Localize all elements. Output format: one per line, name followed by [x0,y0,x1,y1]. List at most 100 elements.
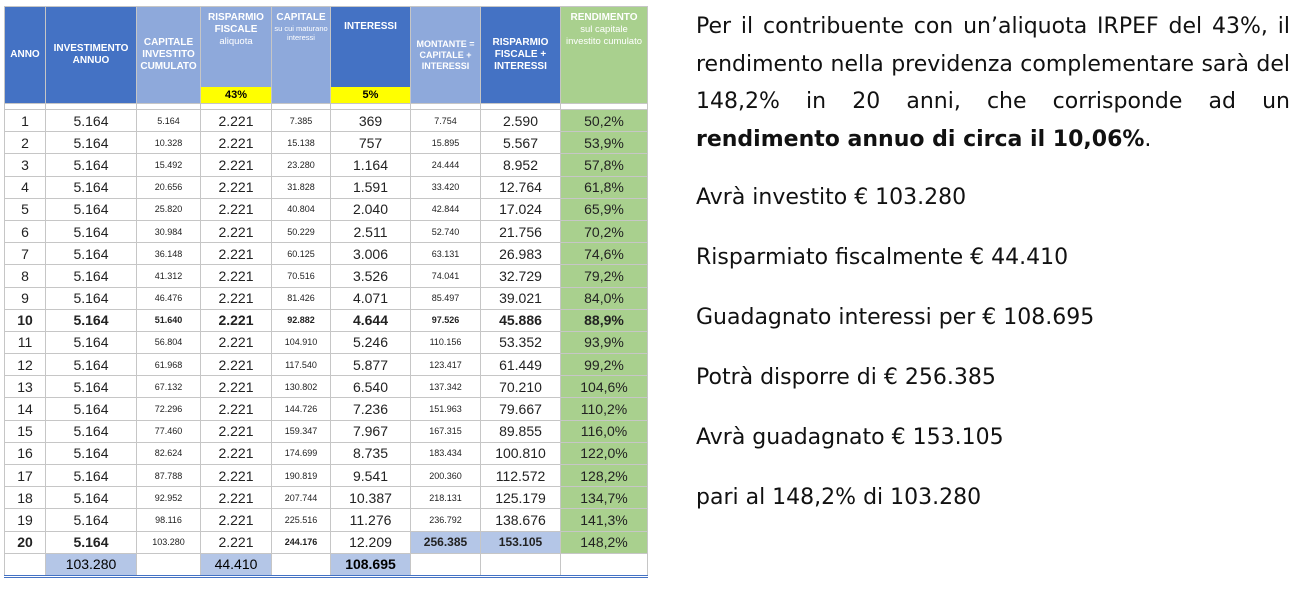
header-interessi: INTERESSI 5% [330,6,411,104]
cell-risparmio-interessi: 21.756 [480,219,561,244]
returns-table: ANNO INVESTIMENTO ANNUO CAPITALE INVESTI… [4,6,648,578]
header-risparmio-fiscale: RISPARMIO FISCALE aliquota 43% [200,6,272,104]
cell-anno: 20 [4,530,46,554]
cell-investimento: 5.164 [45,530,137,554]
cell-risparmio-fiscale: 2.221 [200,286,272,310]
header-risparmio-interessi: RISPARMIO FISCALE + INTERESSI [480,6,561,104]
cell-capitale-maturano: 244.176 [271,530,331,554]
cell-interessi: 2.040 [330,197,411,221]
cell-rendimento: 88,9% [560,308,648,332]
cell-montante: 167.315 [410,419,481,443]
summary-line: Potrà disporre di € 256.385 [696,365,996,390]
cell-risparmio-interessi: 61.449 [480,353,561,377]
table-row: 16 5.164 82.624 2.221 174.699 8.735 183.434 100… [4,441,648,466]
cell-anno: 19 [4,508,46,532]
cell-capitale-maturano: 15.138 [271,131,331,155]
cell-capitale-cumulato: 46.476 [136,286,201,310]
table-row: 10 5.164 51.640 2.221 92.882 4.644 97.526 45.88… [4,308,648,332]
cell-capitale-cumulato: 72.296 [136,397,201,421]
cell-anno: 3 [4,153,46,177]
cell-risparmio-interessi: 53.352 [480,330,561,355]
table-row: 17 5.164 87.788 2.221 190.819 9.541 200.360 112… [4,463,648,488]
cell-capitale-cumulato: 92.952 [136,486,201,510]
cell-anno: 2 [4,131,46,155]
cell-rendimento: 134,7% [560,486,648,510]
interest-rate-cell: 5% [331,87,410,103]
cell-investimento: 5.164 [45,353,137,377]
summary-line: Avrà investito € 103.280 [696,185,967,210]
cell-capitale-maturano: 190.819 [271,463,331,488]
cell-risparmio-interessi: 17.024 [480,197,561,221]
cell-capitale-cumulato: 98.116 [136,508,201,532]
cell-investimento: 5.164 [45,219,137,244]
cell-capitale-cumulato: 30.984 [136,219,201,244]
cell-capitale-maturano: 130.802 [271,375,331,399]
cell-rendimento: 148,2% [560,530,648,554]
table-row: 7 5.164 36.148 2.221 60.125 3.006 63.131 26.983… [4,242,648,266]
cell-anno: 11 [4,330,46,355]
cell-risparmio-interessi: 39.021 [480,286,561,310]
cell-interessi: 7.967 [330,419,411,443]
cell-montante: 24.444 [410,153,481,177]
cell-montante: 97.526 [410,308,481,332]
cell-risparmio-interessi: 89.855 [480,419,561,443]
cell-rendimento: 99,2% [560,353,648,377]
cell-risparmio-interessi: 100.810 [480,441,561,466]
cell-capitale-maturano: 144.726 [271,397,331,421]
cell-interessi: 5.246 [330,330,411,355]
cell-interessi: 5.877 [330,353,411,377]
cell-rendimento: 79,2% [560,264,648,288]
header-anno: ANNO [4,6,46,104]
header-interessi-title: INTERESSI [344,21,397,32]
cell-rendimento: 53,9% [560,131,648,155]
cell-capitale-cumulato: 20.656 [136,175,201,199]
table-row: 18 5.164 92.952 2.221 207.744 10.387 218.131 12… [4,486,648,510]
cell-investimento: 5.164 [45,242,137,266]
header-montante: MONTANTE = CAPITALE + INTERESSI [410,6,481,104]
cell-rendimento: 128,2% [560,463,648,488]
cell-anno: 15 [4,419,46,443]
cell-anno: 1 [4,108,46,133]
cell-montante: 52.740 [410,219,481,244]
table-row: 8 5.164 41.312 2.221 70.516 3.526 74.041 32.729… [4,264,648,288]
cell-capitale-cumulato: 67.132 [136,375,201,399]
header-rendimento-title: RENDIMENTO [570,12,638,23]
cell-interessi: 8.735 [330,441,411,466]
cell-risparmio-fiscale: 2.221 [200,463,272,488]
cell-montante: 85.497 [410,286,481,310]
header-row: ANNO INVESTIMENTO ANNUO CAPITALE INVESTI… [4,6,648,104]
cell-capitale-maturano: 159.347 [271,419,331,443]
cell-capitale-maturano: 117.540 [271,353,331,377]
cell-investimento: 5.164 [45,486,137,510]
cell-investimento: 5.164 [45,131,137,155]
cell-capitale-maturano: 81.426 [271,286,331,310]
cell-montante: 7.754 [410,108,481,133]
cell-capitale-cumulato: 36.148 [136,242,201,266]
cell-capitale-cumulato: 51.640 [136,308,201,332]
cell-interessi: 757 [330,131,411,155]
cell-risparmio-interessi: 125.179 [480,486,561,510]
cell-risparmio-interessi: 112.572 [480,463,561,488]
cell-risparmio-interessi: 8.952 [480,153,561,177]
cell-risparmio-interessi: 32.729 [480,264,561,288]
table-body: 1 5.164 5.164 2.221 7.385 369 7.754 2.590 50,2% 2… [4,108,648,554]
cell-risparmio-fiscale: 2.221 [200,264,272,288]
table-row: 19 5.164 98.116 2.221 225.516 11.276 236.792 13… [4,508,648,532]
cell-rendimento: 65,9% [560,197,648,221]
table-row: 20 5.164 103.280 2.221 244.176 12.209 256.385 1… [4,530,648,554]
table-row: 2 5.164 10.328 2.221 15.138 757 15.895 5.567 53,… [4,131,648,155]
cell-montante: 151.963 [410,397,481,421]
cell-risparmio-fiscale: 2.221 [200,419,272,443]
cell-montante: 110.156 [410,330,481,355]
cell-rendimento: 122,0% [560,441,648,466]
cell-capitale-maturano: 23.280 [271,153,331,177]
cell-capitale-cumulato: 87.788 [136,463,201,488]
cell-interessi: 2.511 [330,219,411,244]
summary-line: Risparmiato fiscalmente € 44.410 [696,245,1069,270]
table-row: 13 5.164 67.132 2.221 130.802 6.540 137.342 70.… [4,375,648,399]
cell-capitale-maturano: 60.125 [271,242,331,266]
cell-rendimento: 61,8% [560,175,648,199]
cell-investimento: 5.164 [45,197,137,221]
cell-anno: 5 [4,197,46,221]
cell-anno: 18 [4,486,46,510]
